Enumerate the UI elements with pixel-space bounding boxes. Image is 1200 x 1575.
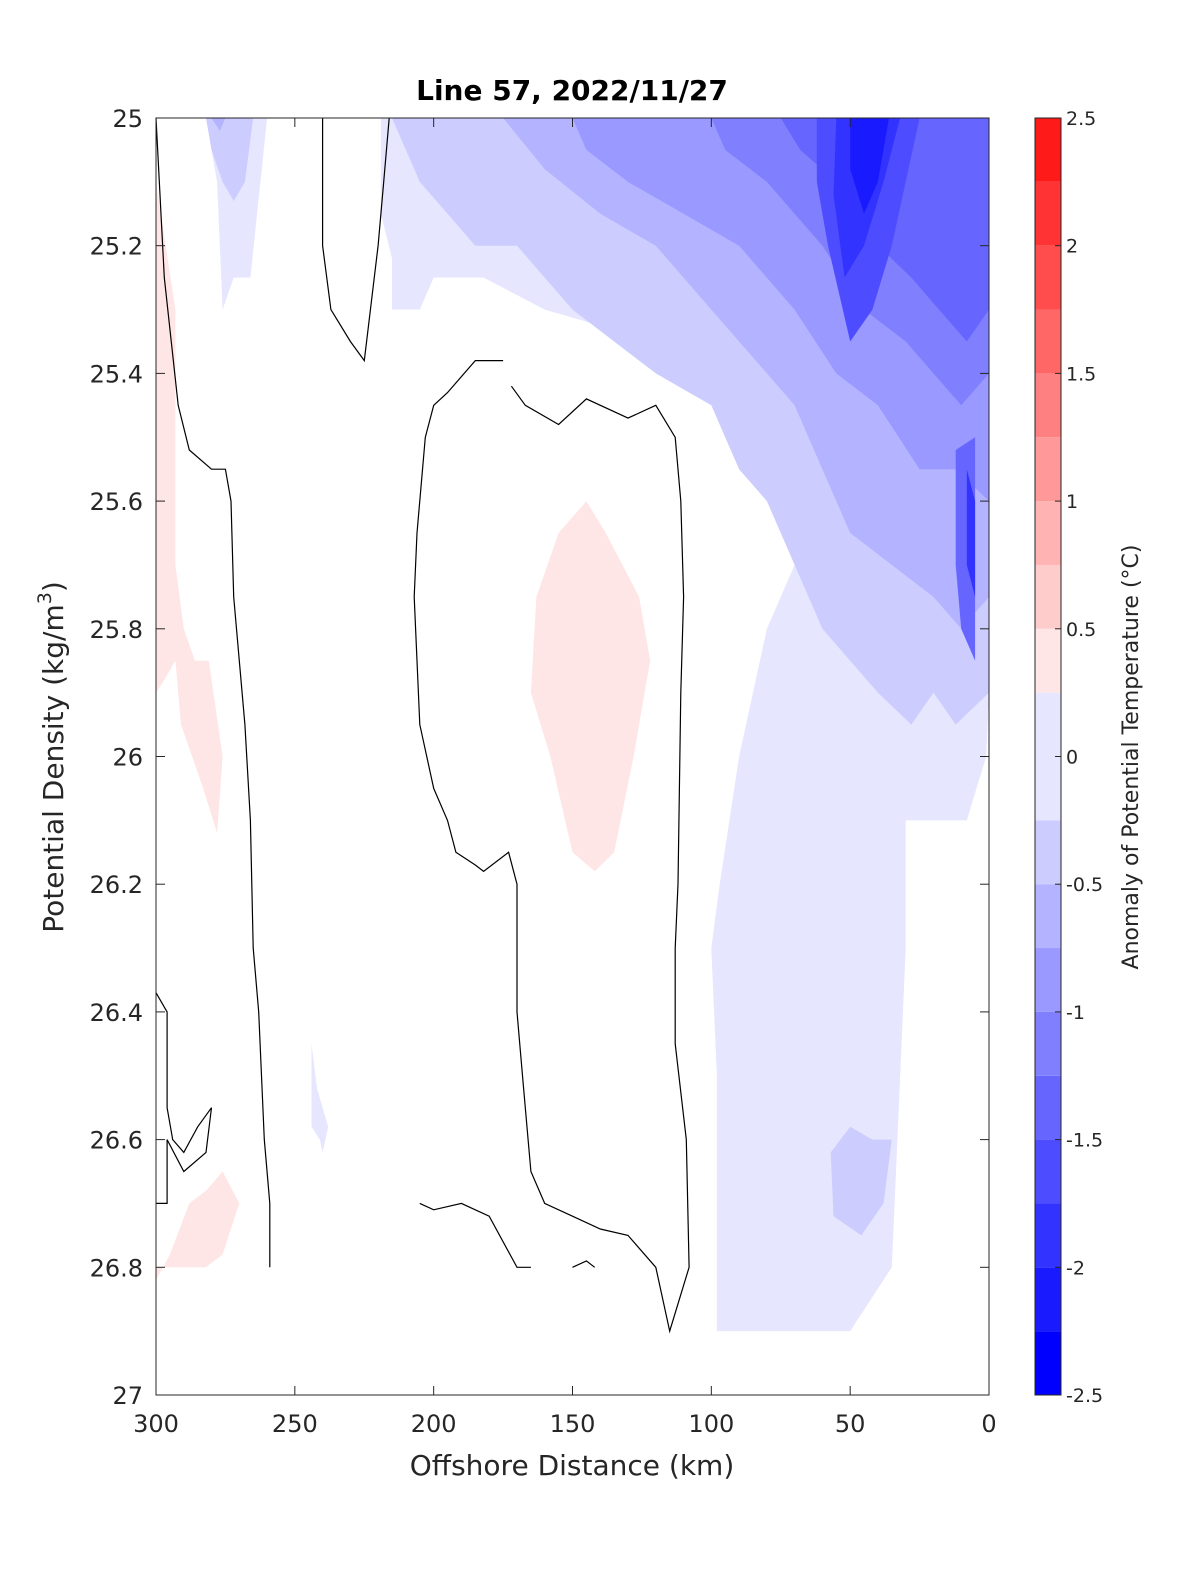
colorbar-band [1035, 1331, 1061, 1395]
y-axis: 25 25.2 25.4 25.6 25.8 26 26.2 26.4 26.6 26.8 27 [90, 105, 989, 1410]
colorbar-tick-label: 0 [1066, 747, 1078, 769]
colorbar-band [1035, 309, 1061, 374]
colorbar-band [1035, 884, 1061, 949]
zero-contour-lines [155, 117, 690, 1334]
y-axis-label-close: ) [37, 581, 70, 592]
x-axis: 300 250 200 150 100 50 0 [133, 118, 997, 1438]
y-tick-label: 25.2 [90, 233, 143, 261]
colorbar-band [1035, 437, 1061, 502]
y-tick-label: 25.4 [90, 360, 143, 388]
zero-contour-0 [155, 117, 271, 1268]
colorbar-band [1035, 1011, 1061, 1076]
y-tick-label: 26.8 [90, 1254, 143, 1282]
colorbar-tick-label: 2 [1066, 236, 1078, 258]
x-tick-label: 0 [981, 1410, 996, 1438]
zero-contour-4 [419, 1202, 531, 1268]
contour-fill-16 [156, 181, 223, 834]
filled-contours [156, 118, 989, 1332]
colorbar-tick-label: 1.5 [1066, 363, 1096, 385]
y-tick-label: 26.6 [90, 1127, 143, 1155]
colorbar-band [1035, 1203, 1061, 1268]
contour-fill-14 [966, 469, 976, 597]
contour-fill-2 [311, 1043, 329, 1153]
x-tick-label: 250 [272, 1410, 318, 1438]
colorbar-band [1035, 948, 1061, 1012]
y-axis-label-superscript: 3 [34, 592, 56, 604]
colorbar-tick-label: -2.5 [1066, 1385, 1103, 1407]
x-tick-label: 150 [550, 1410, 596, 1438]
colorbar-ticks: 2.5 2 1.5 1 0.5 0 -0.5 -1 -1.5 -2 -2.5 [1055, 108, 1103, 1407]
colorbar-band [1035, 1139, 1061, 1204]
y-tick-label: 25.6 [90, 488, 143, 516]
colorbar-tick-label: -1 [1066, 1002, 1085, 1024]
contour-fill-5 [830, 1126, 892, 1236]
colorbar-tick-label: 0.5 [1066, 619, 1096, 641]
y-tick-label: 26.2 [90, 871, 143, 899]
colorbar-tick-label: -0.5 [1066, 874, 1103, 896]
x-tick-label: 200 [411, 1410, 457, 1438]
x-tick-label: 100 [688, 1410, 734, 1438]
colorbar: 2.5 2 1.5 1 0.5 0 -0.5 -1 -1.5 -2 -2.5 Anomaly of … [1034, 108, 1144, 1407]
x-tick-label: 50 [835, 1410, 866, 1438]
chart-title: Line 57, 2022/11/27 [416, 74, 728, 107]
colorbar-band [1035, 181, 1061, 246]
colorbar-tick-label: -2 [1066, 1257, 1085, 1279]
colorbar-band [1035, 245, 1061, 310]
colorbar-tick-label: 1 [1066, 491, 1078, 513]
contour-fill-4 [206, 118, 254, 201]
y-tick-label: 26 [112, 744, 143, 772]
colorbar-band [1035, 628, 1061, 693]
y-tick-label: 25.8 [90, 616, 143, 644]
colorbar-label: Anomaly of Potential Temperature (°C) [1119, 545, 1144, 970]
zero-contour-5 [572, 1260, 596, 1268]
colorbar-band [1035, 373, 1061, 438]
colorbar-tick-label: -1.5 [1066, 1130, 1103, 1152]
colorbar-band [1035, 564, 1061, 629]
y-axis-label: Potential Density (kg/m3) [34, 581, 70, 933]
x-axis-label: Offshore Distance (km) [410, 1449, 735, 1482]
x-tick-label: 300 [133, 1410, 179, 1438]
contour-fill-17 [530, 501, 651, 872]
colorbar-band [1035, 118, 1061, 182]
colorbar-band [1035, 1075, 1061, 1140]
zero-contour-2 [155, 992, 213, 1205]
colorbar-swatches [1035, 118, 1061, 1395]
y-tick-label: 25 [112, 105, 143, 133]
contour-fill-15 [850, 118, 889, 214]
contour-fill-7 [211, 118, 226, 131]
plot-area: 300 250 200 150 100 50 0 2525.225.425.625.8262… [90, 105, 997, 1438]
contour-fill-18 [156, 1171, 240, 1281]
colorbar-band [1035, 501, 1061, 565]
y-tick-label: 27 [112, 1382, 143, 1410]
y-axis-label-main: Potential Density (kg/m [37, 604, 70, 933]
zero-contour-3 [413, 360, 690, 1334]
colorbar-band [1035, 820, 1061, 885]
zero-contour-1 [322, 117, 390, 363]
colorbar-band [1035, 1267, 1061, 1332]
colorbar-tick-label: 2.5 [1066, 108, 1096, 130]
y-tick-label: 26.4 [90, 999, 143, 1027]
